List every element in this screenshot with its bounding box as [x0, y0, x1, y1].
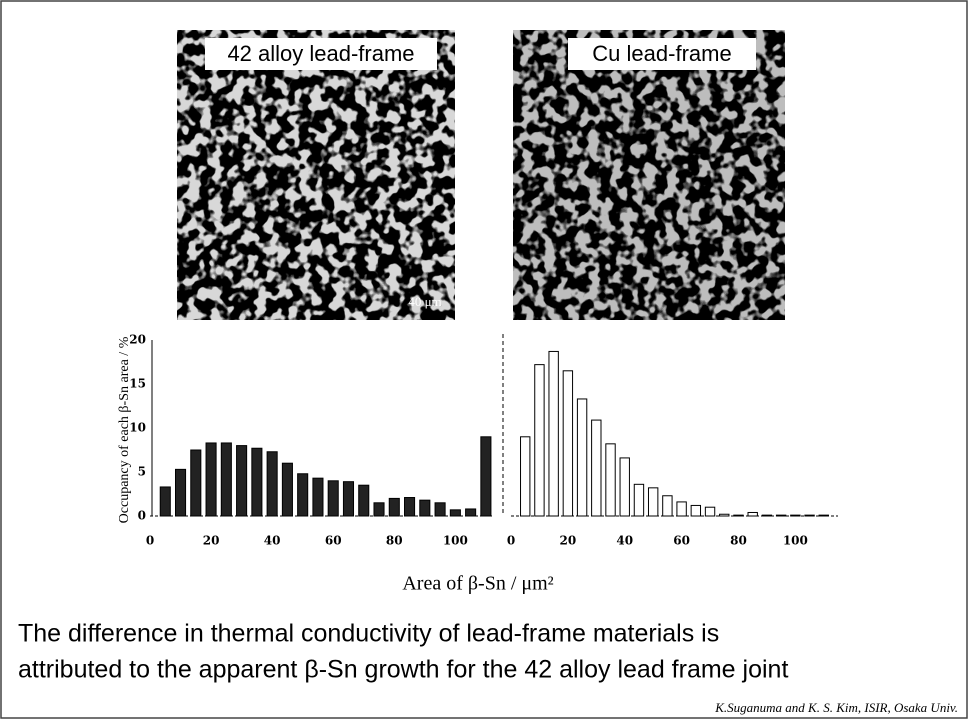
bar	[804, 514, 815, 517]
bar	[174, 468, 187, 517]
x-tick-label: 0	[507, 534, 515, 548]
bar	[312, 477, 324, 517]
bar	[619, 457, 630, 517]
bar	[704, 506, 716, 517]
bar	[662, 495, 673, 517]
bar	[534, 364, 545, 517]
credit: K.Suganuma and K. S. Kim, ISIR, Osaka Un…	[714, 700, 958, 715]
y-tick-label: 15	[129, 377, 146, 391]
bar	[205, 442, 217, 517]
x-tick-label: 100	[443, 534, 468, 548]
x-tick-label: 60	[673, 534, 690, 548]
bar	[281, 462, 293, 517]
bar	[633, 483, 645, 517]
bar	[605, 443, 616, 517]
bar	[562, 370, 574, 517]
caption: attributed to the apparent β-Sn growth f…	[18, 656, 788, 684]
bar	[818, 514, 829, 517]
bar	[548, 350, 559, 517]
bar	[747, 511, 758, 517]
bar	[690, 504, 702, 517]
bar	[251, 447, 263, 517]
x-tick-label: 80	[730, 534, 747, 548]
bar	[647, 487, 659, 517]
x-tick-label: 40	[616, 534, 633, 548]
image-label: 42 alloy lead-frame	[227, 41, 414, 66]
bar	[388, 497, 400, 517]
image-label: Cu lead-frame	[592, 41, 731, 66]
x-tick-label: 40	[264, 534, 281, 548]
bar	[790, 514, 801, 517]
bar	[465, 508, 477, 517]
scale-label: 40 μm	[408, 294, 441, 309]
bar	[404, 497, 416, 517]
x-tick-label: 0	[146, 534, 154, 548]
bar	[190, 449, 202, 517]
bar	[719, 513, 730, 517]
x-tick-label: 80	[386, 534, 403, 548]
bar	[159, 486, 171, 517]
x-tick-label: 20	[560, 534, 577, 548]
y-axis-label: Occupancy of each β-Sn area / %	[117, 336, 132, 523]
bar	[520, 436, 531, 517]
bar	[327, 480, 339, 517]
bar	[266, 451, 278, 517]
bar	[236, 445, 248, 517]
bar	[373, 502, 385, 517]
bar	[220, 442, 232, 517]
bar	[591, 419, 602, 517]
y-tick-label: 20	[129, 333, 146, 347]
bar	[342, 481, 355, 517]
micrograph-right	[513, 30, 785, 320]
y-tick-label: 0	[138, 509, 146, 523]
x-tick-label: 100	[783, 534, 808, 548]
bar	[358, 484, 370, 517]
bar	[733, 514, 744, 517]
y-tick-label: 10	[129, 421, 146, 435]
y-tick-label: 5	[138, 465, 146, 479]
bar	[297, 473, 309, 517]
caption: The difference in thermal conductivity o…	[18, 620, 719, 648]
micrograph-left	[177, 30, 455, 320]
x-tick-label: 60	[325, 534, 342, 548]
bar	[775, 514, 787, 517]
x-tick-label: 20	[203, 534, 220, 548]
bar	[576, 398, 588, 517]
bar	[419, 499, 431, 517]
x-axis-label: Area of β-Sn / μm²	[402, 573, 553, 595]
bar	[761, 514, 773, 517]
bar	[449, 509, 461, 517]
bar	[676, 501, 687, 517]
bar	[480, 436, 492, 517]
bar	[434, 502, 446, 517]
